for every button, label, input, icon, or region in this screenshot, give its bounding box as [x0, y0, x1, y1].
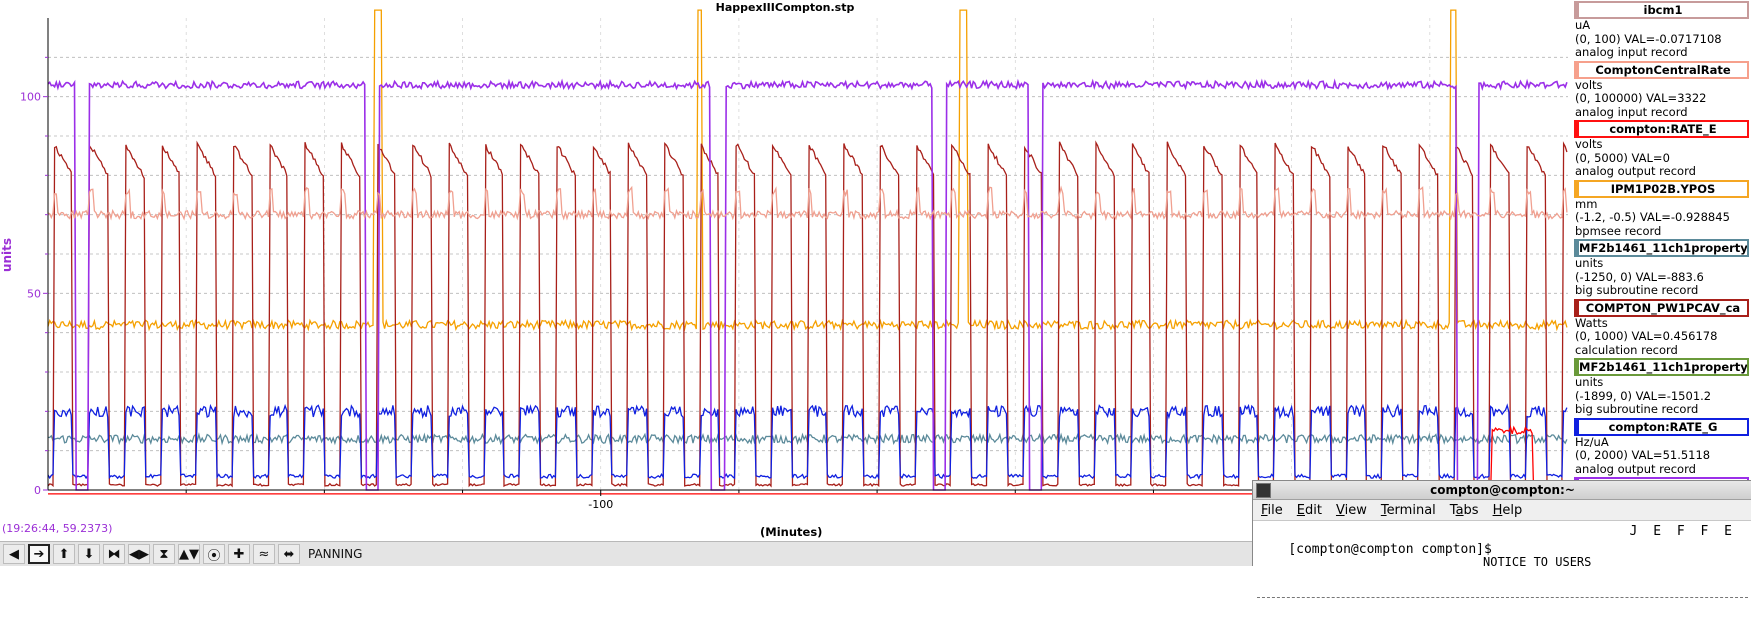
y-axis-label: units	[0, 238, 14, 272]
zoom-in-x-icon[interactable]: ⧓	[103, 544, 125, 564]
x-axis-label: (Minutes)	[760, 525, 823, 539]
legend-entry[interactable]: MF2b1461_11ch1property.F units (-1899, 0) …	[1572, 358, 1751, 417]
terminal-menu-terminal[interactable]: Terminal	[1380, 502, 1436, 518]
legend-entry-title[interactable]: MF2b1461_11ch1property.E	[1574, 239, 1749, 257]
legend-entry[interactable]: COMPTON_PW1PCAV_ca Watts (0, 1000) VAL=0.4…	[1572, 298, 1751, 358]
zoom-out-y-icon[interactable]: ▲▼	[178, 544, 200, 564]
legend-entry-unit: Hz/uA	[1575, 435, 1609, 449]
zoom-in-y-icon[interactable]: ⧗	[153, 544, 175, 564]
terminal-menubar: File Edit View Terminal Tabs Help	[1253, 500, 1751, 521]
legend-entry-rtype: analog output record	[1575, 462, 1696, 476]
y-tick-label: 100	[20, 91, 41, 104]
x-tick-label: -100	[588, 498, 613, 511]
zoom-out-x-icon[interactable]: ◀▶	[128, 544, 150, 564]
terminal-banner-text: J E F F E	[1629, 524, 1736, 539]
arrow-up-icon[interactable]: ⬆	[53, 544, 75, 564]
series-line	[47, 140, 1568, 488]
terminal-menu-help[interactable]: Help	[1492, 502, 1523, 518]
legend-entry-range: (0, 5000) VAL=0	[1575, 151, 1670, 165]
series-line	[47, 9, 1568, 332]
mode-label: PANNING	[308, 547, 363, 561]
terminal-menu-file[interactable]: File	[1261, 502, 1283, 518]
terminal-menu-edit[interactable]: Edit	[1296, 502, 1322, 518]
terminal-menu-view[interactable]: View	[1335, 502, 1367, 518]
legend-entry-rtype: calculation record	[1575, 343, 1678, 357]
legend-entry[interactable]: hac_bcm_averageunits(0, 120) VAL=69.517	[1572, 477, 1751, 480]
legend-entry[interactable]: MF2b1461_11ch1property.E units (-1250, 0) …	[1572, 239, 1751, 298]
arrow-down-icon[interactable]: ⬇	[78, 544, 100, 564]
plot-title: HappexIIICompton.stp	[715, 1, 855, 14]
legend-entry-unit: Watts	[1575, 316, 1608, 330]
legend-entry-unit: volts	[1575, 138, 1603, 151]
legend-entry-rtype: analog input record	[1575, 105, 1688, 119]
legend-entry-range: (0, 2000) VAL=51.5118	[1575, 449, 1711, 462]
terminal-title: compton@compton:~	[1430, 483, 1575, 497]
legend-entry-range: (-1.2, -0.5) VAL=-0.928845	[1575, 211, 1730, 224]
legend-entry-title[interactable]: hac_bcm_average	[1574, 477, 1749, 480]
legend-entry-title[interactable]: ComptonCentralRate	[1574, 60, 1749, 79]
legend-entry-unit: volts	[1575, 78, 1603, 92]
legend-entry-unit: units	[1575, 257, 1604, 270]
legend-entry[interactable]: compton:RATE_G Hz/uA (0, 2000) VAL=51.5118…	[1572, 417, 1751, 477]
legend-entry-range: (-1899, 0) VAL=-1501.2	[1575, 389, 1712, 403]
legend-entry[interactable]: IPM1P02B.YPOS mm (-1.2, -0.5) VAL=-0.92884…	[1572, 179, 1751, 239]
legend-entry-rtype: big subroutine record	[1575, 403, 1699, 416]
series-line	[47, 185, 1568, 222]
legend-panel: ibcm1 uA (0, 100) VAL=-0.0717108 analog inp…	[1572, 0, 1751, 480]
series-layer	[47, 9, 1568, 495]
series-line	[47, 403, 1568, 481]
arrow-left-icon[interactable]: ◀	[3, 544, 25, 564]
legend-entry-range: (-1250, 0) VAL=-883.6	[1575, 270, 1704, 284]
legend-entry-rtype: big subroutine record	[1575, 284, 1699, 297]
terminal-prompt: [compton@compton compton]$	[1288, 542, 1492, 557]
legend-entry-range: (0, 100) VAL=-0.0717108	[1575, 32, 1722, 46]
terminal-body[interactable]: [compton@compton compton]$ J E F F E	[1253, 521, 1751, 636]
terminal-window[interactable]: compton@compton:~ File Edit View Terminal Ta…	[1252, 480, 1751, 598]
plus-icon[interactable]: ✚	[228, 544, 250, 564]
legend-entry[interactable]: ComptonCentralRate volts (0, 100000) VAL=3…	[1572, 60, 1751, 120]
terminal-titlebar[interactable]: compton@compton:~	[1253, 481, 1751, 500]
arrow-right-icon[interactable]: ➔	[28, 544, 50, 564]
legend-entry[interactable]: ibcm1 uA (0, 100) VAL=-0.0717108 analog inp…	[1572, 1, 1751, 60]
legend-entry-rtype: bpmsee record	[1575, 224, 1662, 238]
legend-entry-title[interactable]: MF2b1461_11ch1property.F	[1574, 358, 1749, 376]
terminal-menu-tabs[interactable]: Tabs	[1449, 502, 1479, 518]
legend-entry-range: (0, 1000) VAL=0.456178	[1575, 330, 1718, 343]
legend-entry-range: (0, 100000) VAL=3322	[1575, 92, 1707, 105]
circle-icon[interactable]: ⦿	[203, 544, 225, 564]
legend-entry-unit: units	[1575, 376, 1604, 389]
legend-entry-title[interactable]: ibcm1	[1574, 1, 1749, 19]
legend-entry-title[interactable]: IPM1P02B.YPOS	[1574, 179, 1749, 198]
terminal-divider	[1257, 597, 1748, 598]
pan-icon[interactable]: ⬌	[278, 544, 300, 564]
legend-entry-unit: uA	[1575, 19, 1591, 32]
terminal-notice: NOTICE TO USERS	[1483, 555, 1592, 569]
terminal-icon[interactable]	[1256, 483, 1271, 498]
legend-entry[interactable]: compton:RATE_E volts (0, 5000) VAL=0 analog…	[1572, 120, 1751, 179]
legend-entry-title[interactable]: COMPTON_PW1PCAV_ca	[1574, 298, 1749, 317]
y-tick-label: 0	[34, 484, 41, 497]
toolbar: ◀ ➔ ⬆ ⬇ ⧓ ◀▶ ⧗ ▲▼ ⦿ ✚ ≈ ⬌ PANNING	[0, 541, 1252, 566]
legend-entry-title[interactable]: compton:RATE_G	[1574, 417, 1749, 436]
y-tick-label: 50	[27, 287, 41, 300]
coordinate-readout: (19:26:44, 59.2373)	[2, 522, 113, 535]
legend-entry-rtype: analog input record	[1575, 46, 1688, 59]
legend-entry-title[interactable]: compton:RATE_E	[1574, 120, 1749, 138]
legend-entry-rtype: analog output record	[1575, 165, 1696, 178]
autoscale-icon[interactable]: ≈	[253, 544, 275, 564]
series-line	[47, 78, 1568, 491]
legend-entry-unit: mm	[1575, 197, 1598, 211]
